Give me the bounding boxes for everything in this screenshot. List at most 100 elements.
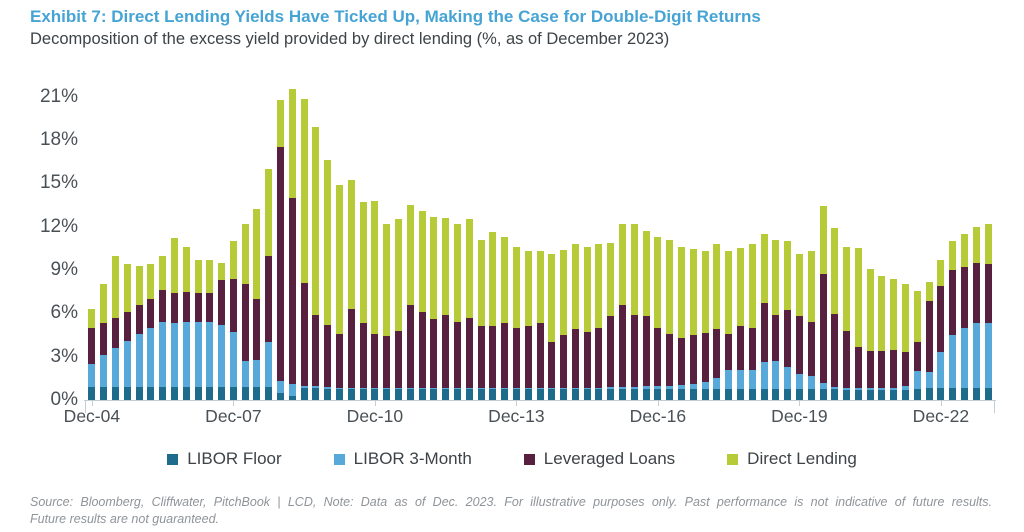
bar-Jun-23	[961, 233, 969, 400]
bar-Dec-18	[748, 244, 756, 400]
segment-libor-floor-Jun-10	[347, 389, 355, 400]
segment-libor-floor-Sep-21	[878, 389, 886, 400]
segment-leveraged-loans-Mar-09	[288, 197, 296, 385]
bar-Sep-08	[265, 168, 273, 400]
segment-libor-3-month-Mar-08	[241, 361, 249, 387]
segment-libor-3-month-Mar-17	[666, 385, 674, 390]
segment-libor-3-month-Mar-09	[288, 384, 296, 396]
segment-leveraged-loans-Dec-16	[654, 327, 662, 387]
segment-direct-lending-Dec-18	[748, 244, 756, 328]
segment-libor-3-month-Jun-07	[206, 322, 214, 387]
segment-libor-floor-Mar-06	[147, 387, 155, 400]
segment-leveraged-loans-Dec-23	[984, 264, 992, 324]
segment-libor-floor-Mar-22	[902, 389, 910, 400]
segment-direct-lending-Dec-20	[843, 246, 851, 331]
libor-3-month-swatch-icon	[333, 453, 345, 465]
bar-Dec-11	[418, 210, 426, 400]
segment-leveraged-loans-Dec-12	[465, 317, 473, 388]
segment-libor-floor-Dec-11	[418, 389, 426, 400]
bar-Sep-17	[689, 249, 697, 400]
segment-libor-3-month-Dec-04	[88, 363, 96, 387]
y-tick-label-18%: 18%	[39, 129, 78, 150]
segment-leveraged-loans-Sep-13	[501, 323, 509, 388]
segment-direct-lending-Dec-07	[229, 241, 237, 279]
segment-libor-floor-Jun-09	[300, 388, 308, 400]
legend-label-libor-floor: LIBOR Floor	[187, 449, 282, 468]
bar-Mar-10	[336, 184, 344, 400]
segment-leveraged-loans-Dec-21	[890, 350, 898, 389]
segment-libor-floor-Jun-15	[583, 389, 591, 400]
bar-Dec-06	[182, 246, 190, 400]
segment-libor-3-month-Dec-05	[135, 333, 143, 387]
segment-direct-lending-Jun-17	[678, 246, 685, 338]
bar-Dec-22	[937, 259, 945, 400]
bar-Mar-05	[100, 284, 108, 400]
segment-libor-floor-Sep-05	[123, 387, 131, 400]
segment-libor-3-month-Jun-18	[725, 370, 733, 390]
segment-libor-3-month-Sep-09	[312, 386, 320, 389]
segment-direct-lending-Mar-09	[288, 89, 296, 198]
segment-leveraged-loans-Mar-11	[383, 336, 391, 388]
segment-libor-3-month-Mar-19	[760, 362, 768, 390]
bar-Sep-07	[218, 262, 226, 400]
segment-libor-3-month-Jun-10	[347, 387, 355, 390]
segment-libor-3-month-Dec-18	[748, 369, 756, 390]
segment-leveraged-loans-Sep-14	[548, 342, 556, 388]
legend-item-leveraged-loans: Leveraged Loans	[523, 449, 675, 469]
segment-libor-3-month-Dec-21	[890, 388, 898, 390]
libor-floor-swatch-icon	[167, 453, 179, 465]
segment-direct-lending-Mar-16	[619, 223, 627, 305]
segment-direct-lending-Mar-08	[241, 223, 249, 285]
bar-Jun-16	[630, 223, 638, 400]
segment-leveraged-loans-Dec-19	[795, 316, 803, 375]
x-axis-labels: Dec-04 Dec-07 Dec-10 Dec-13 Dec-16 Dec-19 Dec-…	[64, 406, 994, 428]
segment-direct-lending-Sep-17	[689, 249, 697, 336]
segment-libor-3-month-Sep-11	[406, 387, 414, 390]
segment-leveraged-loans-Dec-10	[371, 333, 379, 388]
segment-leveraged-loans-Jun-13	[489, 325, 497, 388]
segment-libor-floor-Jun-06	[159, 387, 167, 400]
segment-leveraged-loans-Dec-05	[135, 304, 143, 334]
bar-Dec-08	[277, 99, 285, 400]
bar-Sep-15	[595, 244, 603, 400]
segment-libor-3-month-Dec-06	[182, 322, 190, 387]
segment-direct-lending-Jun-08	[253, 209, 261, 299]
x-axis-tick	[233, 401, 235, 406]
segment-libor-floor-Sep-06	[170, 387, 178, 400]
segment-libor-floor-Jun-16	[630, 389, 638, 400]
segment-direct-lending-Jun-19	[772, 240, 780, 315]
segment-libor-floor-Jun-22	[913, 389, 921, 400]
bar-Sep-16	[642, 231, 650, 400]
segment-direct-lending-Dec-12	[465, 219, 473, 318]
segment-libor-floor-Dec-17	[701, 389, 709, 400]
segment-direct-lending-Mar-10	[336, 184, 344, 334]
exhibit-title: Exhibit 7: Direct Lending Yields Have Ti…	[30, 7, 761, 26]
bar-Mar-22	[902, 283, 910, 400]
segment-direct-lending-Dec-05	[135, 265, 143, 305]
segment-libor-3-month-Dec-20	[843, 388, 851, 390]
segment-leveraged-loans-Jun-22	[913, 341, 921, 372]
segment-leveraged-loans-Sep-17	[689, 335, 697, 385]
segment-libor-floor-Mar-19	[760, 389, 768, 400]
bar-Dec-20	[843, 246, 851, 400]
segment-leveraged-loans-Mar-18	[713, 329, 721, 379]
segment-libor-3-month-Mar-06	[147, 327, 155, 387]
segment-libor-floor-Sep-12	[453, 389, 461, 400]
segment-libor-floor-Jun-14	[536, 389, 544, 400]
segment-direct-lending-Jun-05	[111, 255, 119, 318]
bar-Dec-13	[512, 246, 520, 400]
segment-direct-lending-Jun-22	[913, 290, 921, 342]
x-tick-label-Dec-07: Dec-07	[205, 406, 262, 426]
segment-leveraged-loans-Jun-15	[583, 332, 591, 388]
segment-direct-lending-Dec-16	[654, 236, 662, 328]
segment-direct-lending-Jun-13	[489, 232, 497, 326]
segment-libor-3-month-Sep-05	[123, 340, 131, 387]
exhibit-subtitle: Decomposition of the excess yield provid…	[30, 30, 670, 48]
segment-libor-floor-Dec-22	[937, 388, 945, 400]
segment-libor-3-month-Jun-22	[913, 371, 921, 390]
segment-leveraged-loans-Mar-15	[571, 329, 579, 388]
segment-direct-lending-Mar-23	[949, 241, 957, 271]
segment-libor-floor-Jun-12	[442, 389, 450, 400]
bar-Dec-15	[607, 242, 615, 400]
